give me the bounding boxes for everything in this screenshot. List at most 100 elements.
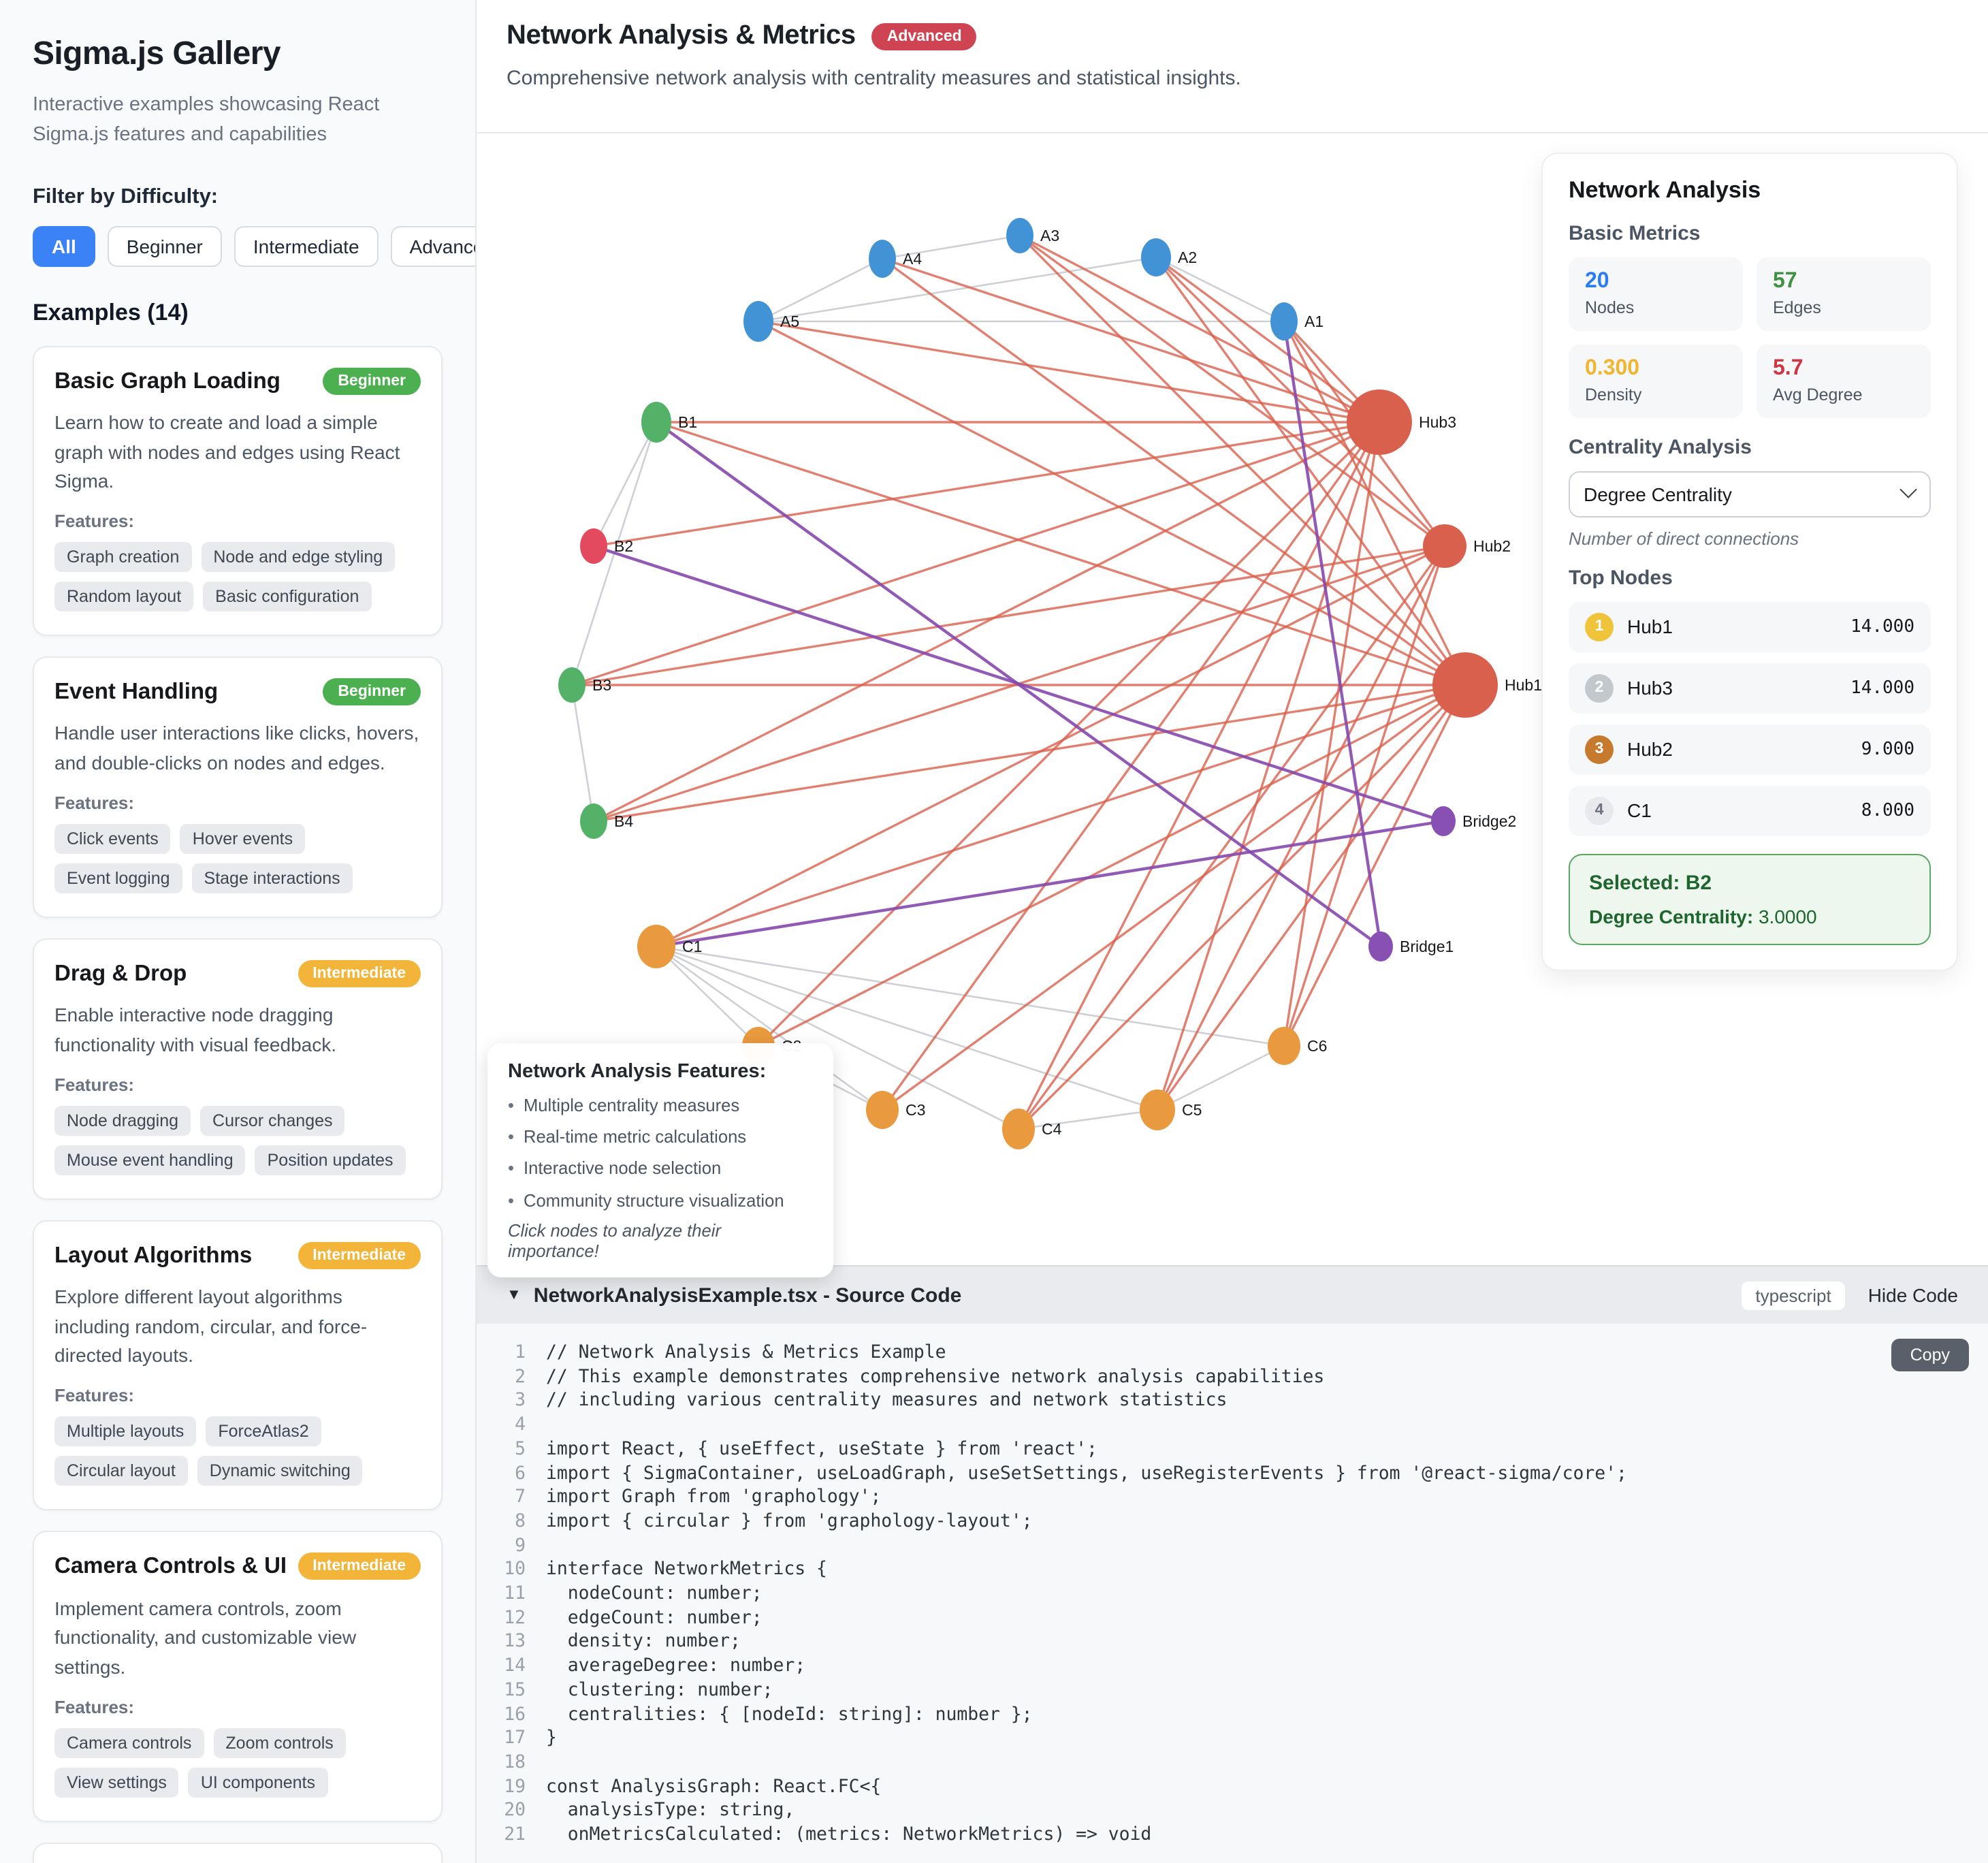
line-number: 17 [504, 1728, 526, 1749]
code-line: 21 onMetricsCalculated: (metrics: Networ… [477, 1824, 1988, 1847]
graph-node-Bridge1[interactable] [1368, 931, 1393, 961]
feature-tag: Node and edge styling [201, 542, 396, 572]
graph-node-A1[interactable] [1270, 302, 1298, 340]
line-number: 12 [504, 1608, 526, 1629]
bullet-text: Real-time metric calculations [523, 1126, 747, 1147]
line-number: 19 [504, 1777, 526, 1798]
code-text: density: number; [546, 1631, 741, 1653]
code-line: 10 interface NetworkMetrics { [477, 1559, 1988, 1582]
graph-node-label-B4: B4 [614, 812, 633, 830]
code-line: 15 clustering: number; [477, 1679, 1988, 1703]
card-tags: Camera controls Zoom controls View setting… [54, 1727, 421, 1798]
basic-metrics-grid: 20 Nodes 57 Edges 0.300 Density 5.7 Avg Degree [1569, 257, 1931, 418]
graph-edge-hub [593, 421, 1380, 823]
hide-code-button[interactable]: Hide Code [1867, 1284, 1958, 1306]
card-tags: Graph creation Node and edge styling Rando… [54, 542, 421, 611]
graph-node-B1[interactable] [641, 401, 671, 443]
card-features-label: Features: [54, 1696, 135, 1717]
graph-edge-community [758, 256, 1157, 323]
top-node-name: Hub1 [1627, 616, 1673, 638]
code-line: 7 import Graph from 'graphology'; [477, 1486, 1988, 1510]
graph-node-Hub1[interactable] [1432, 652, 1498, 718]
filter-button-advanced[interactable]: Advanced [390, 225, 475, 266]
graph-node-label-B2: B2 [614, 537, 633, 555]
filter-button-intermediate[interactable]: Intermediate [234, 225, 379, 266]
example-card[interactable]: Drag & Drop Intermediate Enable interactiv… [33, 938, 443, 1200]
top-node-row[interactable]: 4 C1 8.000 [1569, 785, 1931, 836]
top-node-row[interactable]: 2 Hub3 14.000 [1569, 663, 1931, 714]
rank-badge: 3 [1585, 735, 1614, 764]
network-graph[interactable]: A1A2A3A4A5B1B2B3B4C1C2C3C4C5C6Hub1Hub2Hu… [477, 133, 1988, 1267]
rank-badge: 2 [1585, 673, 1614, 703]
example-card[interactable]: Camera Controls & UI Intermediate Implemen… [33, 1531, 443, 1822]
bullet-icon: • [508, 1126, 514, 1147]
top-node-value: 14.000 [1850, 678, 1914, 699]
graph-node-B2[interactable] [580, 528, 607, 564]
line-number: 7 [515, 1487, 526, 1508]
graph-node-Hub2[interactable] [1423, 524, 1466, 568]
bullet-icon: • [508, 1190, 514, 1211]
filter-button-all[interactable]: All [33, 225, 95, 266]
metric-box-density: 0.300 Density [1569, 344, 1743, 418]
graph-node-B3[interactable] [558, 667, 586, 703]
copy-button[interactable]: Copy [1891, 1339, 1969, 1371]
collapse-icon[interactable]: ▼ [507, 1287, 522, 1303]
card-description: Explore different layout algorithms incl… [54, 1286, 368, 1367]
example-card[interactable]: Layout Algorithms Intermediate Explore dif… [33, 1220, 443, 1511]
line-number: 3 [515, 1390, 526, 1412]
graph-node-C4[interactable] [1002, 1108, 1035, 1149]
metric-value: 0.300 [1585, 356, 1640, 380]
graph-node-C1[interactable] [637, 924, 675, 968]
selected-node-label: Selected: B2 [1589, 871, 1712, 895]
graph-edge-hub [758, 684, 1466, 1047]
graph-edge-hub [881, 257, 1466, 686]
graph-node-A3[interactable] [1006, 217, 1033, 253]
top-node-row[interactable]: 3 Hub2 9.000 [1569, 724, 1931, 775]
example-card[interactable]: Basic Graph Loading Beginner Learn how to … [33, 345, 443, 636]
graph-edge-community [1018, 1109, 1158, 1130]
graph-node-C3[interactable] [866, 1090, 899, 1129]
code-line: 16 centralities: { [nodeId: string]: num… [477, 1703, 1988, 1727]
graph-edge-hub [758, 320, 1380, 424]
centrality-select[interactable]: Degree Centrality [1569, 471, 1931, 518]
graph-node-A4[interactable] [869, 239, 896, 278]
card-features-label: Features: [54, 792, 135, 813]
card-head: Drag & Drop Intermediate [54, 959, 421, 989]
graph-edge-hub [1019, 234, 1446, 547]
graph-node-A2[interactable] [1141, 238, 1171, 276]
graph-node-B4[interactable] [580, 803, 607, 839]
example-card[interactable]: Event Handling Beginner Handle user intera… [33, 656, 443, 918]
selected-node-metric: Degree Centrality: 3.0000 [1589, 905, 1817, 927]
graph-edge-community [1157, 1045, 1285, 1111]
graph-node-A5[interactable] [743, 300, 773, 342]
graph-edge-hub [1155, 256, 1446, 547]
card-tags: Multiple layouts ForceAtlas2 Circular layo… [54, 1416, 421, 1486]
filter-button-beginner[interactable]: Beginner [107, 225, 222, 266]
top-nodes-list: 1 Hub1 14.000 2 Hub3 14.000 3 Hub2 9.000 4 C1 8.000 [1569, 601, 1931, 836]
graph-node-C5[interactable] [1140, 1089, 1175, 1130]
code-line: 20 analysisType: string, [477, 1800, 1988, 1824]
bullet-text: Interactive node selection [523, 1158, 722, 1179]
top-node-row[interactable]: 1 Hub1 14.000 [1569, 601, 1931, 652]
graph-edge-hub [1155, 256, 1381, 424]
example-card[interactable]: External State ManagementIntermediateInt… [33, 1842, 443, 1863]
card-head: Camera Controls & UI Intermediate [54, 1552, 421, 1582]
graph-node-C6[interactable] [1268, 1026, 1300, 1065]
code-text: centralities: { [nodeId: string]: number… [546, 1704, 1033, 1725]
graph-node-Hub3[interactable] [1347, 389, 1412, 455]
code-text: nodeCount: number; [546, 1584, 763, 1605]
code-line: 18 [477, 1751, 1988, 1775]
metric-label: Nodes [1585, 298, 1635, 317]
code-text: onMetricsCalculated: (metrics: NetworkMe… [546, 1825, 1152, 1846]
code-text: // including various centrality measures… [546, 1390, 1228, 1412]
graph-canvas[interactable]: A1A2A3A4A5B1B2B3B4C1C2C3C4C5C6Hub1Hub2Hu… [477, 133, 1988, 1277]
code-body: Copy 1 // Network Analysis & Metrics Exam… [477, 1324, 1988, 1863]
centrality-caption: Number of direct connections [1569, 528, 1799, 549]
feature-tag: Multiple layouts [54, 1416, 197, 1447]
graph-edge-hub [1017, 684, 1466, 1130]
card-difficulty-badge: Intermediate [298, 959, 421, 987]
feature-tag: Position updates [255, 1145, 406, 1175]
graph-node-Bridge2[interactable] [1431, 806, 1456, 836]
card-title: Drag & Drop [54, 961, 187, 986]
basic-metrics-heading: Basic Metrics [1569, 221, 1701, 245]
